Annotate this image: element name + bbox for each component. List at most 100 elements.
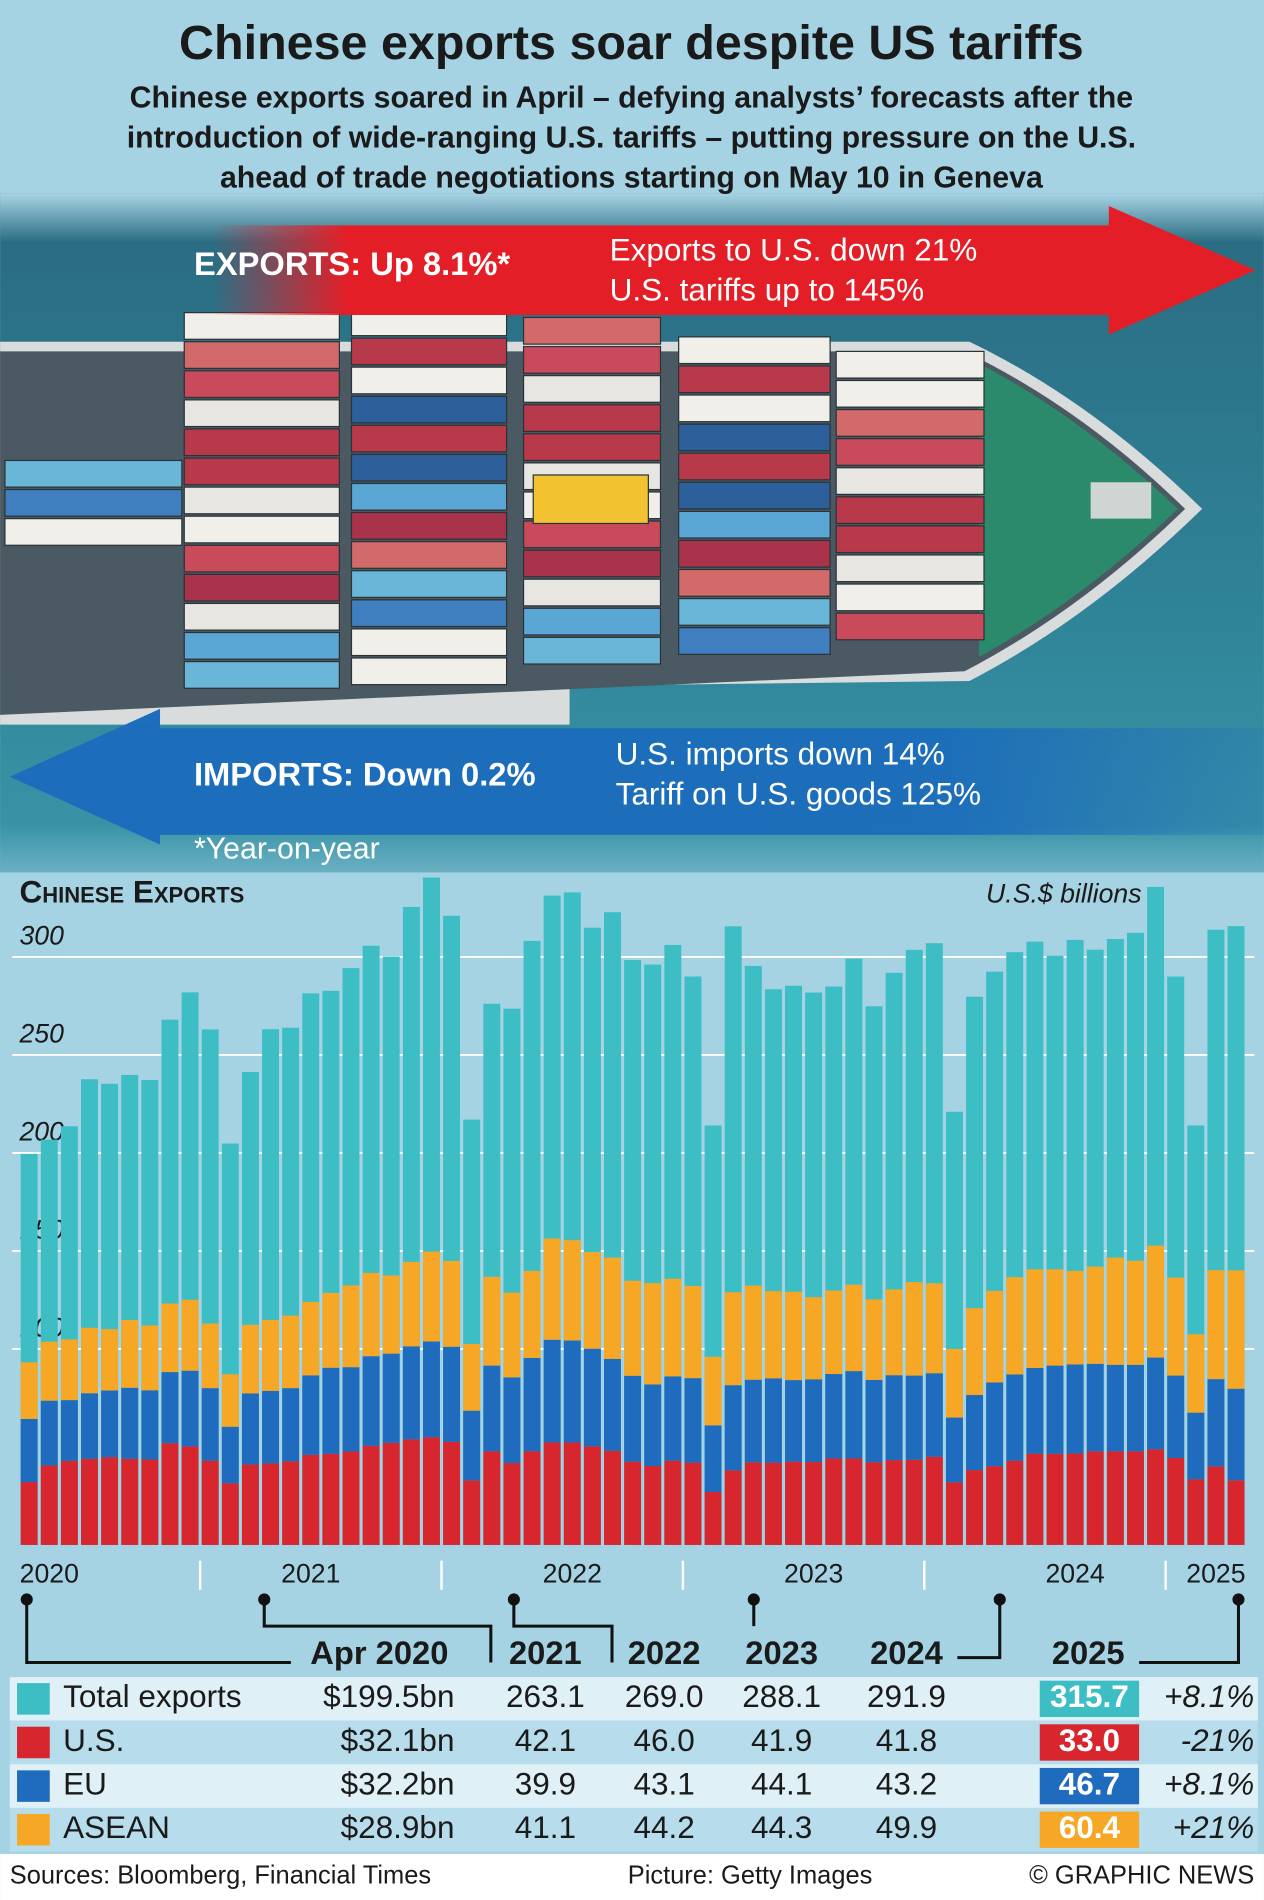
bar-segment bbox=[825, 1290, 843, 1375]
title: Chinese exports soar despite US tariffs bbox=[179, 16, 1084, 70]
exports-note: U.S. tariffs up to 145% bbox=[610, 271, 925, 307]
bar-segment bbox=[221, 1426, 239, 1484]
bar-segment bbox=[181, 1370, 199, 1447]
containers bbox=[4, 308, 985, 689]
container bbox=[678, 568, 831, 597]
sea-fade bbox=[0, 823, 1264, 934]
bar-segment bbox=[1147, 1245, 1165, 1358]
bar-segment bbox=[905, 1375, 923, 1460]
bar-segment bbox=[785, 1380, 803, 1462]
bar-segment bbox=[322, 1453, 340, 1545]
container bbox=[522, 375, 662, 403]
sources: Sources: Bloomberg, Financial Times bbox=[10, 1862, 431, 1890]
bar-segment bbox=[60, 1460, 78, 1545]
bar-segment bbox=[463, 1344, 481, 1411]
subtitle: introduction of wide-ranging U.S. tariff… bbox=[127, 121, 1136, 154]
bar-segment bbox=[845, 1284, 863, 1372]
bar-segment bbox=[1167, 1277, 1185, 1376]
bar-segment bbox=[1026, 1269, 1044, 1368]
bar-segment bbox=[1227, 1270, 1245, 1389]
connector-dots bbox=[20, 1593, 1245, 1606]
bar-segment bbox=[463, 1480, 481, 1545]
bar-segment bbox=[121, 1458, 139, 1545]
bar-segment bbox=[201, 1460, 219, 1545]
bar-segment bbox=[604, 1450, 621, 1545]
chart-title: Chinese Exports bbox=[19, 874, 244, 910]
container bbox=[678, 423, 831, 452]
cell: $28.9bn bbox=[341, 1809, 455, 1845]
bar-segment bbox=[805, 1297, 823, 1380]
container bbox=[4, 518, 183, 546]
container bbox=[4, 488, 183, 517]
connector bbox=[957, 1599, 1002, 1660]
cell: 41.8 bbox=[876, 1722, 937, 1758]
bar-segment bbox=[1086, 1451, 1104, 1545]
cell: 41.1 bbox=[515, 1809, 576, 1845]
connector-dot bbox=[20, 1593, 33, 1606]
bar-segment bbox=[543, 1339, 561, 1443]
bar-segment bbox=[563, 1240, 581, 1341]
container bbox=[678, 481, 831, 510]
imports-arrow bbox=[9, 708, 1264, 845]
container bbox=[835, 379, 985, 408]
container bbox=[835, 612, 985, 641]
container bbox=[183, 399, 340, 428]
bar-segment bbox=[503, 1292, 521, 1378]
legend-swatch bbox=[17, 1726, 50, 1759]
bar-segment bbox=[161, 1303, 179, 1373]
bar-segment bbox=[885, 1460, 903, 1545]
bar-segment bbox=[1207, 1270, 1225, 1380]
bar-segment bbox=[141, 1325, 159, 1391]
bar-segment bbox=[262, 1390, 280, 1464]
row-label: EU bbox=[63, 1765, 107, 1801]
bar-segment bbox=[1066, 1453, 1084, 1545]
x-tick-label: 2022 bbox=[543, 1558, 602, 1588]
bar-segment bbox=[704, 1492, 722, 1545]
bar-segment bbox=[101, 1457, 119, 1545]
x-tick-label: 2024 bbox=[1045, 1558, 1104, 1588]
bar-segment bbox=[1207, 1379, 1225, 1467]
bar-segment bbox=[523, 1357, 541, 1452]
container bbox=[183, 573, 340, 602]
bar-segment bbox=[764, 1291, 782, 1379]
column-header: 2023 bbox=[745, 1634, 818, 1671]
footnote: *Year-on-year bbox=[194, 833, 380, 866]
change: +8.1% bbox=[1164, 1678, 1254, 1714]
connectors bbox=[25, 1599, 1240, 1665]
bar-segment bbox=[101, 1329, 119, 1391]
container bbox=[522, 578, 662, 607]
connector-dot bbox=[258, 1593, 271, 1606]
container bbox=[522, 636, 662, 665]
bar-segment bbox=[503, 1377, 521, 1464]
bar-segment bbox=[443, 1441, 461, 1545]
bar-segment bbox=[20, 1418, 38, 1483]
bar-segment bbox=[1227, 1480, 1245, 1545]
cell: 44.3 bbox=[751, 1809, 812, 1845]
cell: $32.2bn bbox=[341, 1765, 455, 1801]
bar-segment bbox=[101, 1390, 119, 1458]
container bbox=[350, 395, 508, 424]
container bbox=[183, 312, 340, 340]
bar-segment bbox=[825, 1458, 843, 1545]
highlight-box bbox=[1039, 1811, 1140, 1848]
bar-segment bbox=[342, 1367, 360, 1452]
bar-segment bbox=[503, 1463, 521, 1545]
cell: $32.1bn bbox=[341, 1722, 455, 1758]
bar-segment bbox=[422, 1341, 440, 1438]
bar-segment bbox=[805, 1462, 823, 1545]
bar-segment bbox=[282, 1315, 300, 1389]
row-label: Total exports bbox=[63, 1678, 242, 1714]
container bbox=[350, 570, 508, 598]
bar-segment bbox=[845, 1458, 863, 1545]
bar-segment bbox=[483, 1276, 501, 1366]
bar-segment bbox=[1187, 1412, 1205, 1480]
connector-dot bbox=[507, 1593, 520, 1606]
bar-segment bbox=[724, 1470, 742, 1545]
cell: 39.9 bbox=[515, 1765, 576, 1801]
cell-highlight: 33.0 bbox=[1059, 1722, 1120, 1758]
exports-note: Exports to U.S. down 21% bbox=[610, 231, 978, 267]
imports-label: IMPORTS: Down 0.2% bbox=[194, 755, 536, 792]
bar-segment bbox=[201, 1388, 219, 1461]
container bbox=[678, 394, 831, 423]
bar-segment bbox=[704, 1425, 722, 1493]
